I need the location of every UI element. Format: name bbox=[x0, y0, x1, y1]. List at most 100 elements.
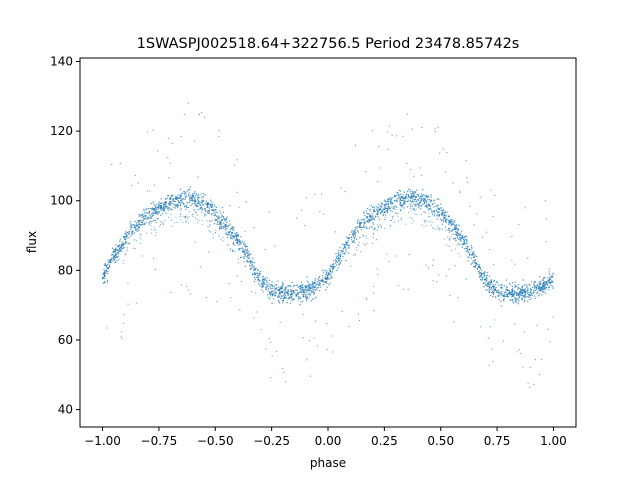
data-point bbox=[220, 238, 222, 240]
data-point bbox=[450, 224, 452, 227]
data-point bbox=[134, 174, 136, 177]
data-point bbox=[152, 129, 154, 131]
data-point bbox=[157, 203, 160, 205]
data-point bbox=[171, 225, 173, 227]
data-point bbox=[160, 209, 162, 212]
data-point bbox=[208, 211, 211, 213]
data-point bbox=[399, 202, 402, 205]
data-point bbox=[124, 241, 127, 243]
data-point bbox=[160, 206, 163, 209]
data-point bbox=[225, 231, 228, 233]
data-point bbox=[356, 247, 358, 249]
data-point bbox=[364, 214, 366, 217]
data-point bbox=[334, 231, 336, 233]
data-point bbox=[522, 288, 524, 291]
data-point bbox=[293, 284, 296, 287]
data-point bbox=[243, 258, 245, 260]
data-point bbox=[440, 213, 443, 215]
data-point bbox=[549, 340, 551, 343]
data-point bbox=[124, 233, 126, 235]
data-point bbox=[492, 289, 494, 291]
data-point bbox=[177, 194, 179, 196]
data-point bbox=[513, 302, 515, 304]
data-point bbox=[533, 285, 536, 287]
data-point bbox=[552, 316, 554, 318]
data-point bbox=[412, 220, 415, 222]
data-point bbox=[438, 274, 440, 276]
data-point bbox=[397, 193, 399, 195]
data-point bbox=[545, 241, 547, 243]
data-point bbox=[411, 192, 414, 195]
data-point bbox=[312, 289, 314, 291]
data-point bbox=[232, 241, 235, 244]
data-point bbox=[127, 231, 129, 234]
data-point bbox=[459, 192, 461, 194]
data-point bbox=[298, 286, 300, 288]
data-point bbox=[533, 283, 535, 286]
data-point bbox=[120, 335, 122, 337]
data-point bbox=[500, 300, 502, 302]
data-point bbox=[266, 280, 268, 282]
data-point bbox=[528, 296, 530, 298]
data-point bbox=[318, 276, 321, 278]
data-point bbox=[401, 204, 403, 206]
data-point bbox=[391, 203, 393, 205]
data-point bbox=[533, 383, 535, 386]
data-point bbox=[411, 217, 413, 220]
data-point bbox=[358, 319, 361, 322]
data-point bbox=[444, 211, 446, 214]
data-point bbox=[280, 291, 283, 293]
data-point bbox=[459, 234, 462, 237]
data-point bbox=[411, 202, 413, 204]
data-point bbox=[303, 290, 305, 292]
data-point bbox=[389, 198, 391, 200]
data-point bbox=[331, 266, 333, 268]
data-point bbox=[273, 289, 276, 291]
data-point bbox=[131, 185, 133, 187]
data-point bbox=[403, 207, 405, 209]
data-point bbox=[363, 226, 366, 229]
data-point bbox=[498, 284, 500, 286]
data-point bbox=[345, 248, 347, 250]
data-point bbox=[374, 229, 376, 231]
data-point bbox=[504, 294, 506, 297]
data-point bbox=[345, 259, 347, 262]
data-point bbox=[380, 207, 382, 210]
data-point bbox=[511, 290, 514, 292]
data-point bbox=[486, 277, 488, 279]
data-point bbox=[265, 283, 268, 286]
data-point bbox=[529, 292, 531, 294]
data-point bbox=[548, 271, 550, 273]
data-point bbox=[233, 244, 235, 246]
data-point bbox=[112, 255, 115, 258]
data-point bbox=[247, 257, 250, 260]
data-point bbox=[478, 270, 480, 272]
data-point bbox=[380, 226, 383, 228]
data-point bbox=[141, 216, 143, 218]
data-point bbox=[461, 230, 463, 232]
data-point bbox=[546, 280, 548, 283]
data-point bbox=[411, 205, 414, 207]
data-point bbox=[408, 254, 410, 256]
data-point bbox=[339, 246, 341, 249]
data-point bbox=[313, 297, 316, 299]
data-point bbox=[417, 199, 420, 201]
data-point bbox=[231, 226, 234, 228]
data-point bbox=[244, 255, 246, 257]
data-point bbox=[505, 279, 508, 281]
data-point bbox=[409, 199, 412, 202]
data-point bbox=[408, 211, 410, 214]
data-point bbox=[284, 291, 287, 293]
data-point bbox=[547, 277, 549, 279]
data-point bbox=[201, 199, 203, 201]
data-point bbox=[389, 224, 391, 226]
data-point bbox=[465, 242, 468, 245]
data-point bbox=[263, 279, 265, 281]
data-point bbox=[253, 273, 256, 275]
data-point bbox=[479, 268, 482, 270]
data-point bbox=[483, 272, 485, 274]
data-point bbox=[180, 208, 183, 210]
data-point bbox=[523, 284, 526, 287]
data-point bbox=[145, 209, 147, 211]
data-point bbox=[409, 168, 412, 171]
